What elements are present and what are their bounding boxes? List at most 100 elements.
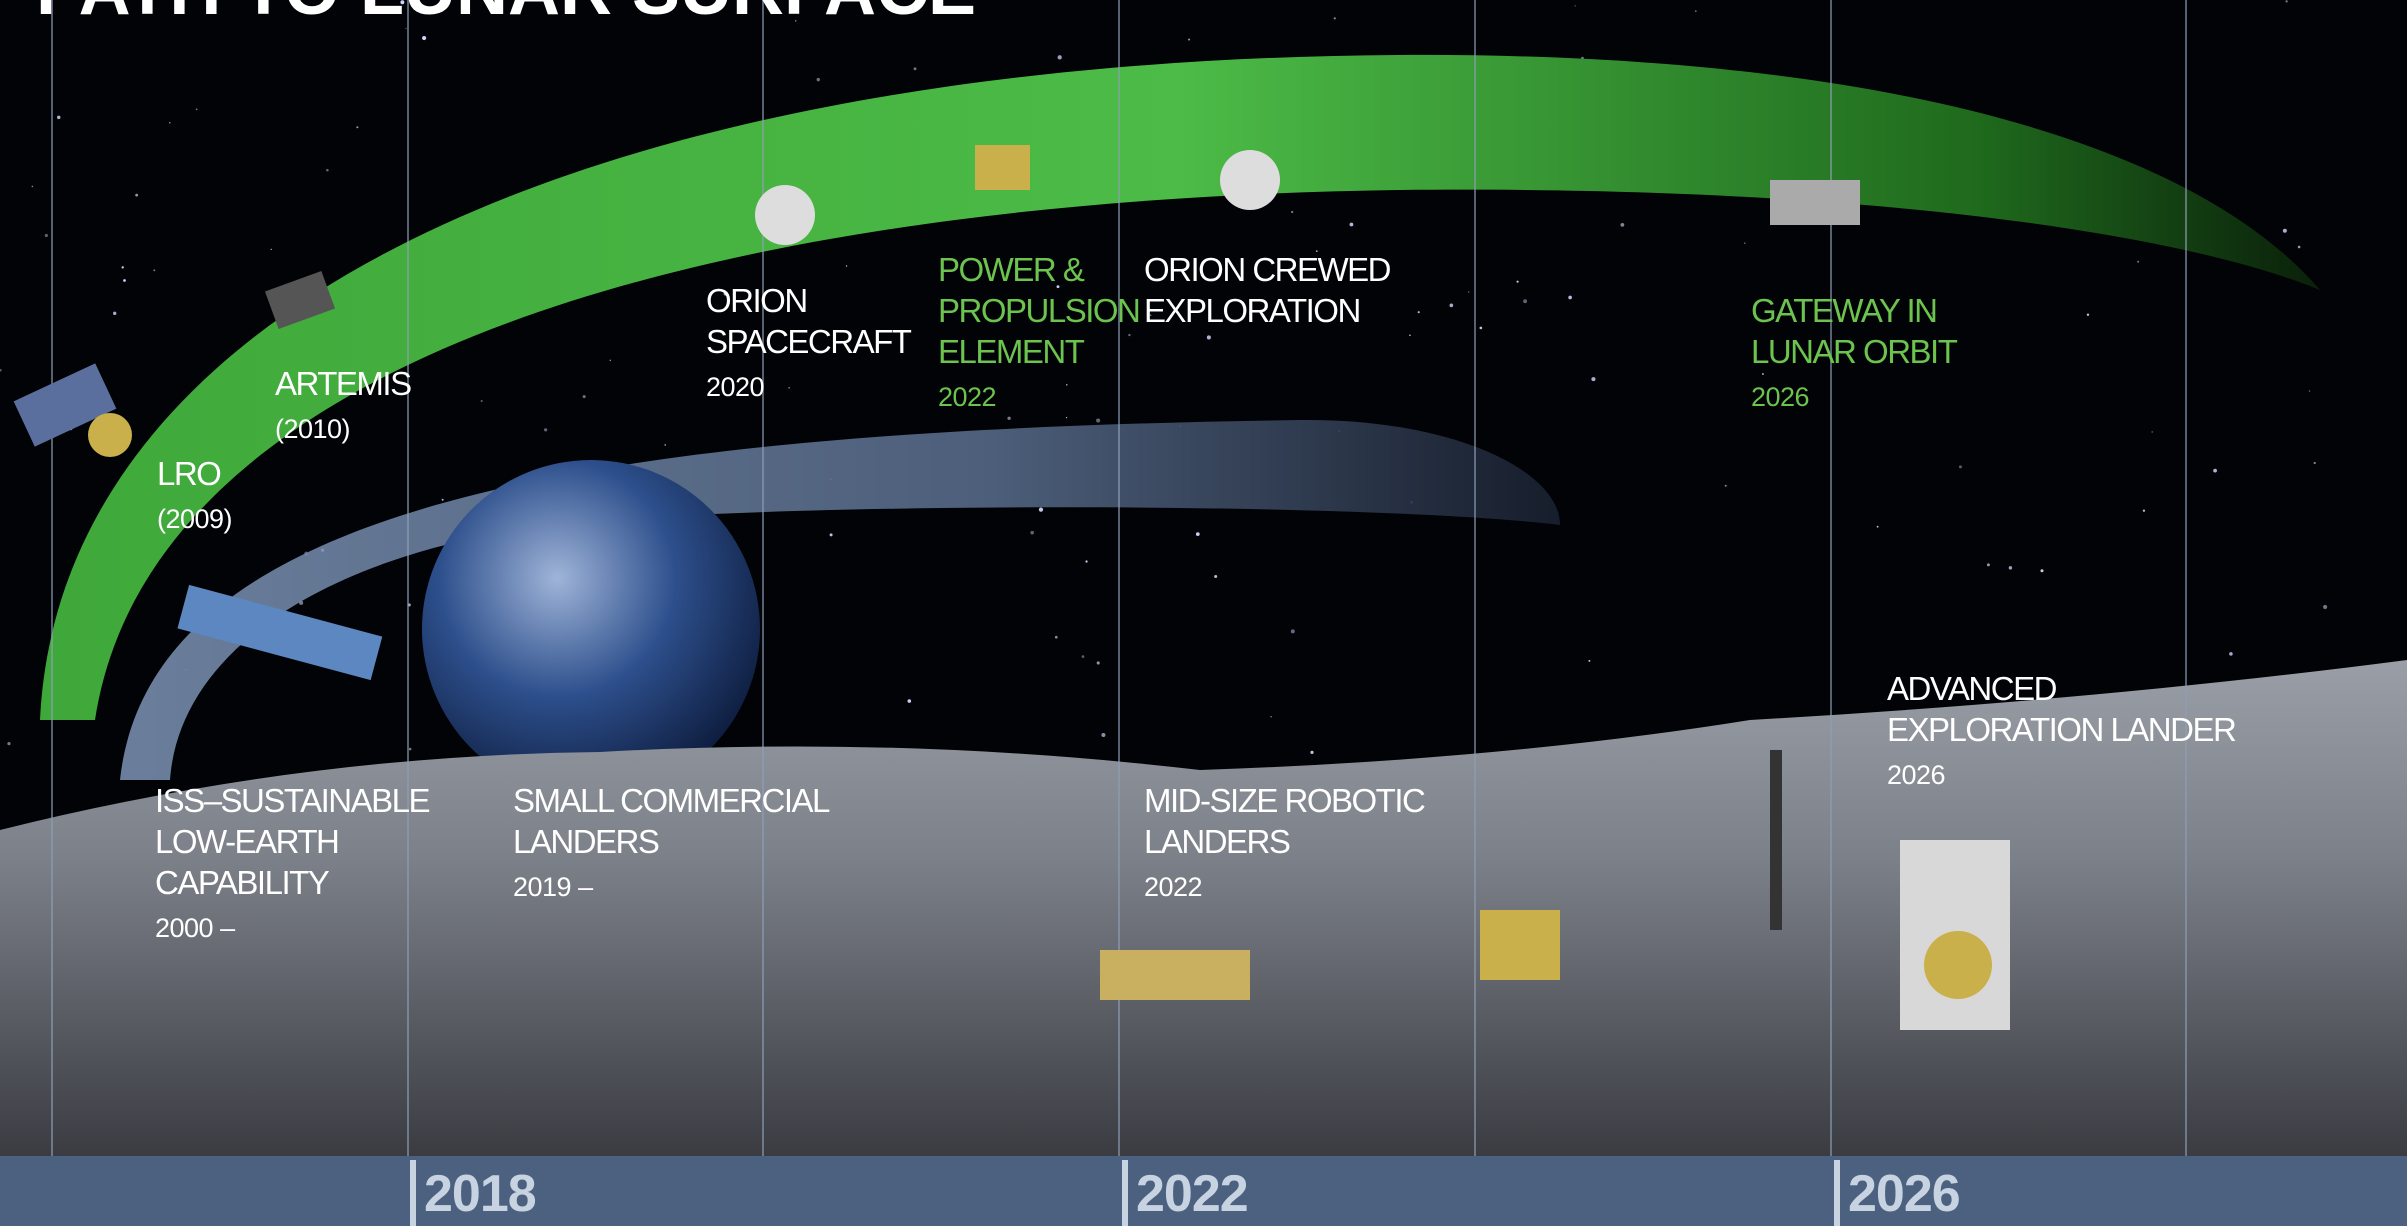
star (1128, 334, 1130, 336)
star (1039, 507, 1043, 511)
star (1082, 655, 1085, 658)
star (270, 249, 272, 251)
year-label: 2026 (1848, 1165, 1960, 1223)
star (2040, 569, 2043, 572)
milestone-title: ELEMENT (938, 333, 1085, 370)
star (914, 67, 917, 70)
star (169, 122, 171, 124)
star (1409, 335, 1410, 336)
star (1066, 417, 1067, 418)
star (2229, 652, 2233, 656)
star (2298, 246, 2301, 249)
star (1987, 563, 1990, 566)
star (1291, 211, 1293, 213)
milestone-title: MID-SIZE ROBOTIC (1144, 782, 1425, 819)
star (135, 194, 138, 197)
star (196, 108, 198, 110)
star (1959, 465, 1962, 468)
milestone-date: (2009) (157, 504, 232, 534)
milestone-title: ARTEMIS (275, 365, 411, 402)
star (1188, 39, 1190, 41)
star (1085, 560, 1087, 562)
milestone-title: SPACECRAFT (706, 323, 912, 360)
star (1270, 716, 1271, 717)
star (2213, 469, 2217, 473)
star (1097, 661, 1100, 664)
milestone-title: LOW-EARTH (155, 823, 338, 860)
milestone-date: 2026 (1887, 760, 1945, 790)
star (1591, 377, 1595, 381)
milestone-date: 2022 (938, 382, 996, 412)
star (2143, 510, 2145, 512)
star (1725, 485, 1727, 487)
milestone-title: LANDERS (513, 823, 659, 860)
milestone-date: 2026 (1751, 382, 1809, 412)
star (1468, 291, 1469, 292)
year-divider (1122, 1160, 1128, 1226)
milestone-title: LUNAR ORBIT (1751, 333, 1958, 370)
milestone-date: 2019 – (513, 872, 593, 902)
infographic: PATH TO LUNAR SURFACE LRO (2009) ARTEMIS (2… (0, 0, 2407, 1226)
star (45, 234, 48, 237)
star (908, 699, 912, 703)
star (409, 748, 412, 751)
star (442, 499, 444, 501)
milestone-title: GATEWAY IN (1751, 292, 1936, 329)
milestone-title: LANDERS (1144, 823, 1290, 860)
star (2323, 605, 2327, 609)
star (817, 78, 820, 81)
star (1310, 751, 1313, 754)
star (2087, 314, 2089, 316)
star (1207, 335, 1211, 339)
star (1350, 223, 1354, 227)
star (788, 387, 789, 388)
star (1096, 419, 1100, 423)
star (1030, 531, 1034, 535)
star (153, 269, 155, 271)
title: PATH TO LUNAR SURFACE (36, 0, 976, 30)
star (664, 444, 666, 446)
star (1695, 10, 1697, 12)
star (32, 186, 34, 188)
milestone-title: SMALL COMMERCIAL (513, 782, 830, 819)
star (1291, 629, 1295, 633)
star (1055, 636, 1058, 639)
star (123, 279, 126, 282)
star (1418, 311, 1420, 313)
star (1762, 373, 1764, 375)
milestone-date: 2022 (1144, 872, 1202, 902)
milestone-title: ISS–SUSTAINABLE (155, 782, 429, 819)
milestone-date: (2010) (275, 414, 350, 444)
star (122, 266, 124, 268)
star (57, 116, 60, 119)
star (422, 36, 426, 40)
star (1480, 327, 1483, 330)
star (1196, 532, 1200, 536)
star (2286, 0, 2288, 2)
star (1744, 243, 1745, 244)
star (2137, 261, 2139, 263)
milestone-title: PROPULSION (938, 292, 1139, 329)
star (544, 428, 547, 431)
star (356, 126, 358, 128)
star (846, 265, 847, 266)
milestone-title: EXPLORATION LANDER (1887, 711, 2236, 748)
milestone-date: 2000 – (155, 913, 235, 943)
milestone-title: LRO (157, 455, 221, 492)
year-label: 2022 (1136, 1165, 1248, 1223)
star (2314, 462, 2316, 464)
star (1568, 296, 1572, 300)
star (1066, 384, 1067, 385)
year-divider (1834, 1160, 1840, 1226)
star (326, 169, 329, 172)
star (2309, 390, 2310, 391)
star (1101, 733, 1105, 737)
milestone-title: POWER & (938, 251, 1085, 288)
star (2283, 229, 2287, 233)
star (1058, 55, 1062, 59)
star (2151, 431, 2152, 432)
milestone-date: 2020 (706, 372, 764, 402)
milestone-title: ADVANCED (1887, 670, 2057, 707)
milestone-title: ORION CREWED (1144, 251, 1391, 288)
year-divider (410, 1160, 416, 1226)
